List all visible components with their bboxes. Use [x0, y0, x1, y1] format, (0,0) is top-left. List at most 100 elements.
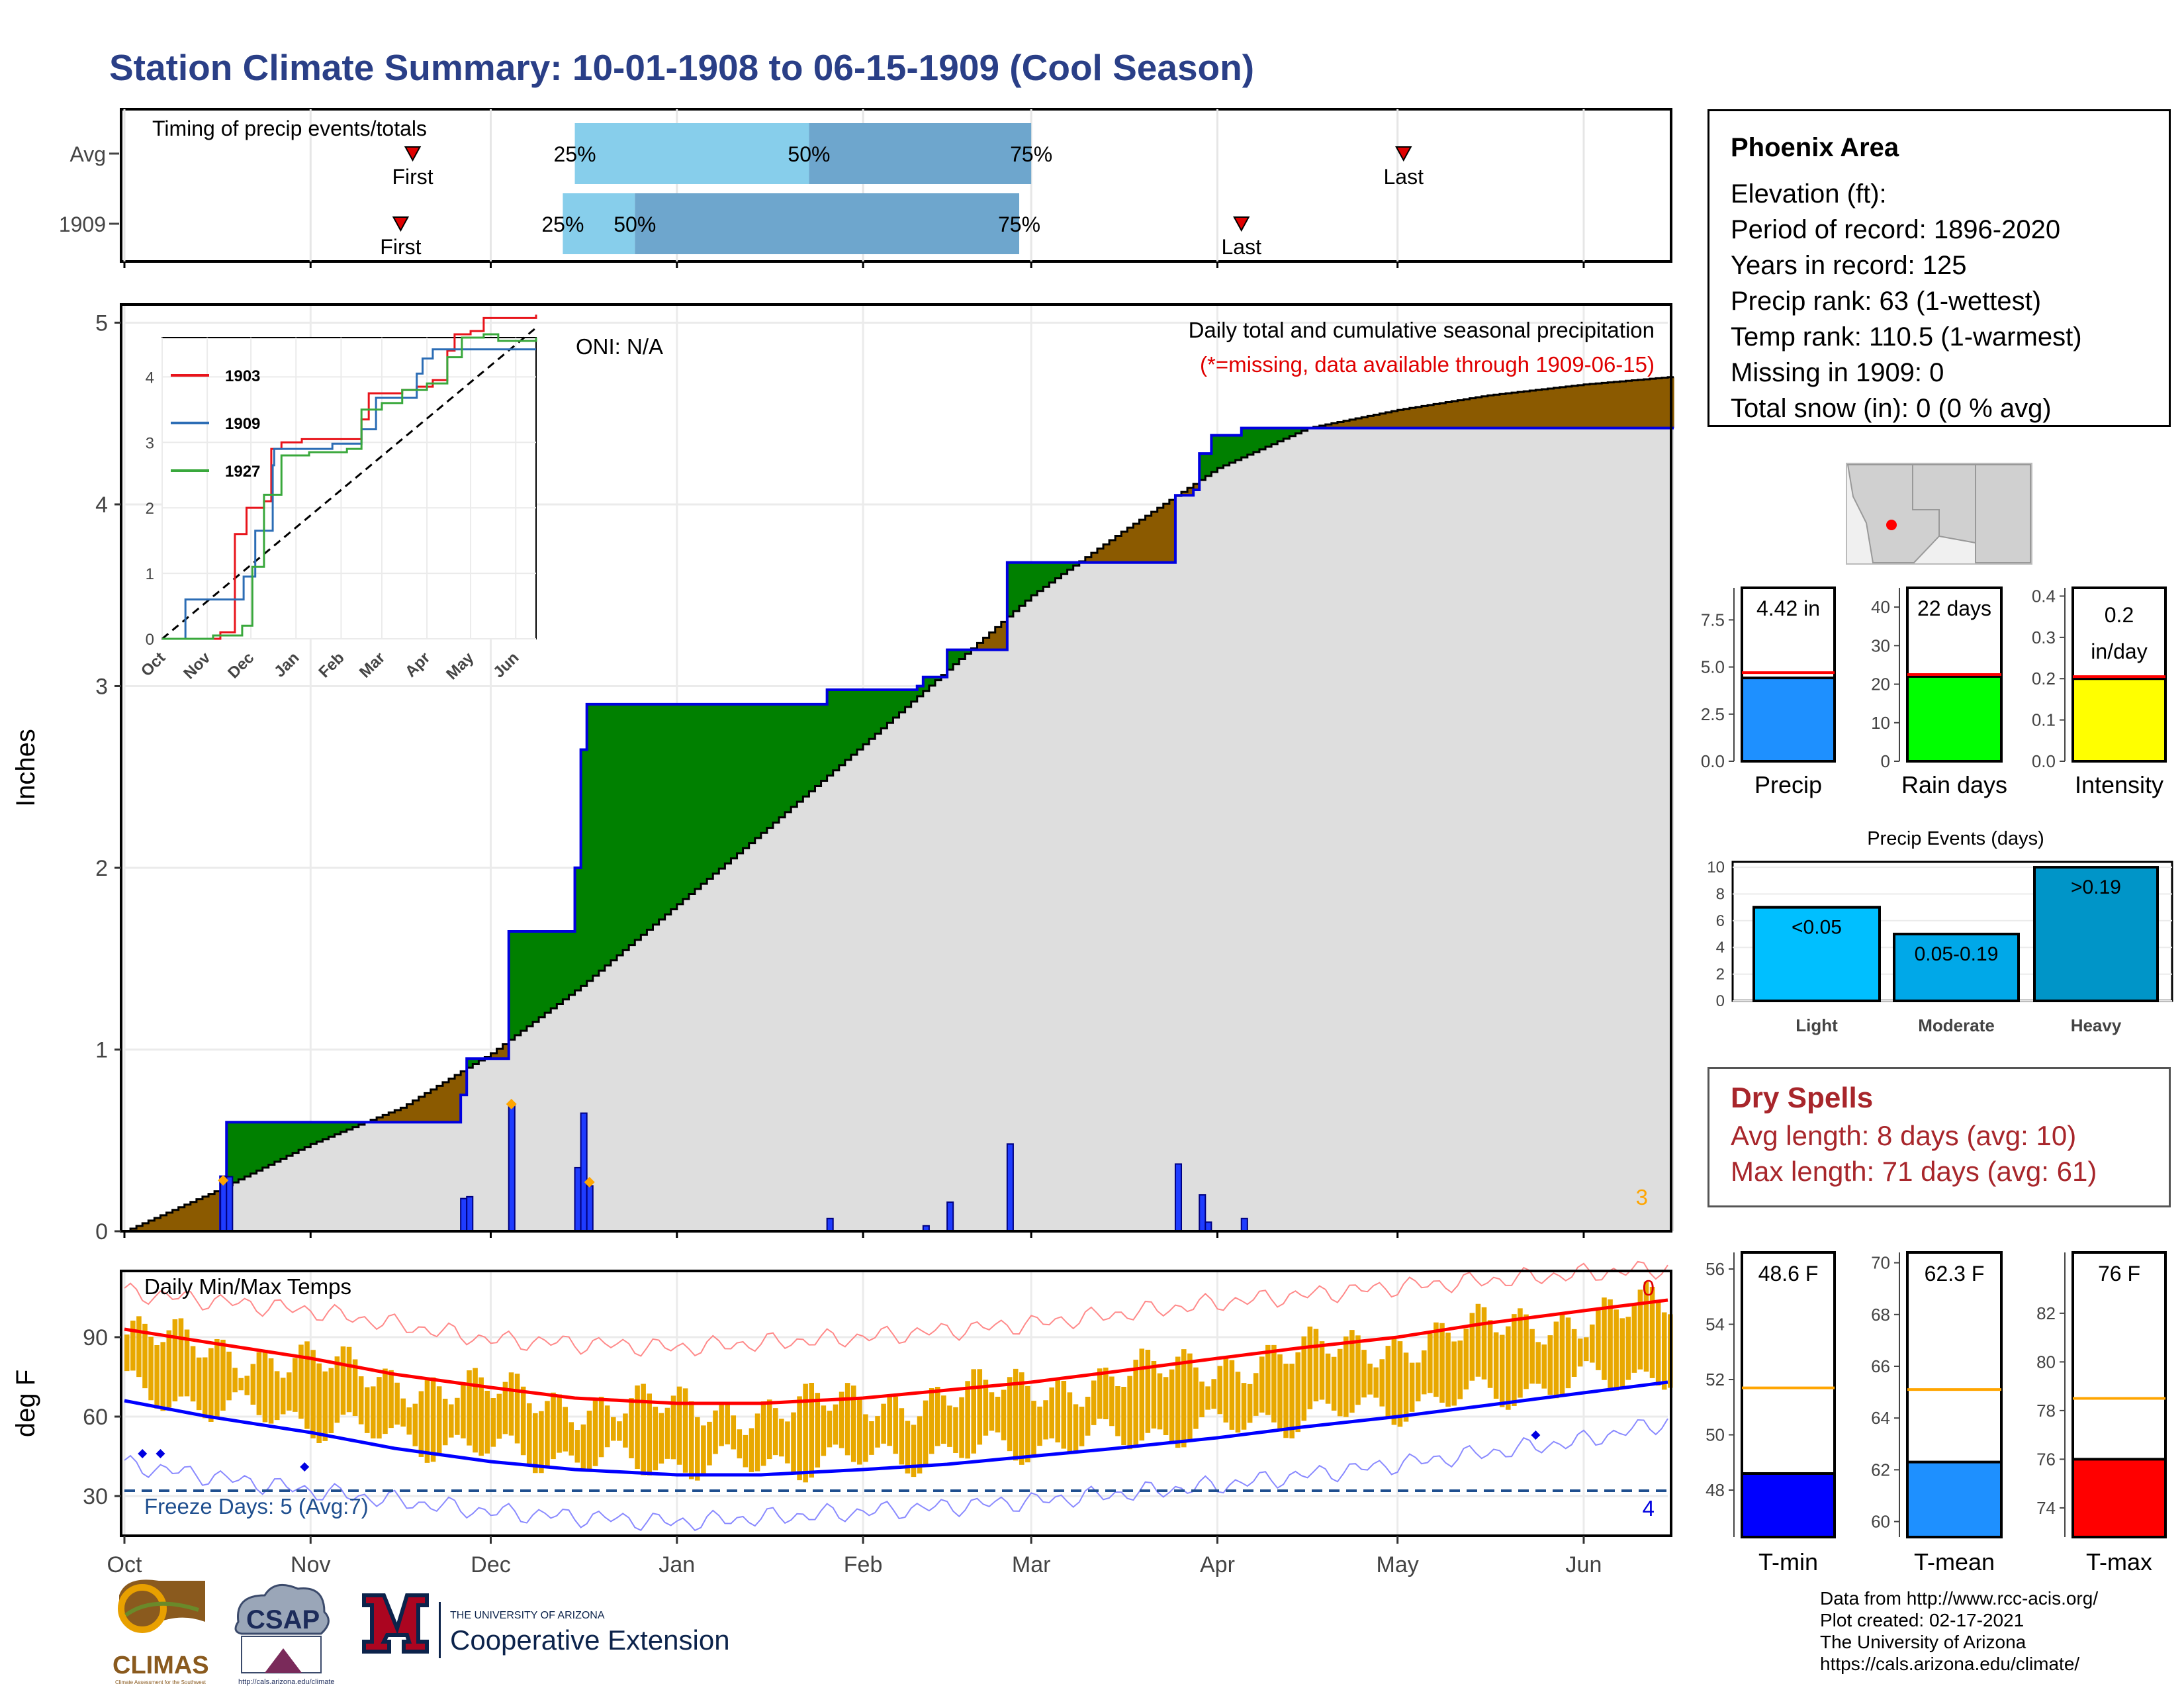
info-snow: Total snow (in): 0 (0 % avg): [1731, 394, 2052, 423]
freeze-days-label: Freeze Days: 5 (Avg:7): [144, 1494, 369, 1519]
timing-marker-label: First: [380, 235, 421, 259]
precip-annotation-missing: (*=missing, data available through 1909-…: [1200, 352, 1655, 377]
precip-events-bar-label: >0.19: [2071, 876, 2121, 898]
credit-plot-created: Plot created: 02-17-2021: [1820, 1610, 2025, 1630]
info-missing: Missing in 1909: 0: [1731, 358, 1944, 387]
timing-marker-last: [1233, 216, 1250, 232]
temp-count-bottom: 4: [1643, 1496, 1655, 1521]
timing-marker-first: [392, 216, 410, 232]
credits-block: Data from http://www.rcc-acis.org/ Plot …: [1820, 1587, 2098, 1675]
precip-annotation-title: Daily total and cumulative seasonal prec…: [1189, 318, 1655, 342]
precip-events-ytick-label: 4: [1716, 939, 1725, 957]
timing-marker-label: Last: [1222, 235, 1262, 259]
inset-ytick-label: 2: [146, 500, 154, 518]
map-state-texas: [1975, 464, 2031, 563]
precip-events-ytick-label: 2: [1716, 966, 1725, 984]
temp-y-axis-label: deg F: [11, 1370, 40, 1437]
tmean-panel-label: T-mean: [1914, 1548, 1995, 1575]
record-low-marker: [300, 1462, 310, 1472]
raindays-panel-ytick-label: 30: [1871, 635, 1890, 655]
intensity-panel-ytick-label: 0.4: [2032, 586, 2056, 606]
tmean-panel-ytick-label: 64: [1871, 1408, 1890, 1428]
credit-url: https://cals.arizona.edu/climate/: [1820, 1654, 2080, 1674]
tmin-panel-value-label: 48.6 F: [1758, 1262, 1819, 1286]
timing-bar-25-50: [574, 123, 809, 184]
tmin-panel-value-bar: [1741, 1472, 1836, 1538]
credit-university: The University of Arizona: [1820, 1632, 2026, 1652]
temp-ytick-label: 30: [83, 1484, 108, 1509]
precip-events-category: Light: [1796, 1015, 1838, 1035]
tmax-panel-ytick-label: 78: [2036, 1401, 2056, 1421]
month-tick-label: Jan: [659, 1552, 695, 1577]
average-min-line: [124, 1380, 1668, 1477]
temp-ytick-label: 90: [83, 1325, 108, 1350]
climas-logo-text: CLIMAS: [113, 1652, 209, 1679]
tmean-panel-ytick-label: 60: [1871, 1512, 1890, 1532]
precip-events-ytick-label: 6: [1716, 912, 1725, 930]
precip-events-ytick-label: 8: [1716, 885, 1725, 903]
month-tick-label: Jun: [1566, 1552, 1602, 1577]
csap-logo-text: CSAP: [246, 1605, 320, 1634]
info-period: Period of record: 1896-2020: [1731, 215, 2061, 244]
tmin-panel-ytick-label: 52: [1706, 1370, 1725, 1389]
precip-ytick-label: 4: [95, 492, 108, 518]
inset-frame: [161, 337, 537, 639]
climas-logo: CLIMAS Climate Assessment for the Southw…: [113, 1579, 209, 1685]
timing-pct-25: 25%: [554, 142, 596, 166]
intensity-panel-value-label: 0.2: [2105, 603, 2134, 627]
dry-spells-max: Max length: 71 days (avg: 61): [1731, 1156, 2097, 1187]
csap-logo-url: http://cals.arizona.edu/climate: [238, 1678, 335, 1686]
timing-pct-25: 25%: [541, 212, 584, 236]
timing-marker-first: [404, 146, 422, 162]
csap-logo: CSAP http://cals.arizona.edu/climate: [234, 1583, 335, 1686]
ua-logo-bottom: Cooperative Extension: [450, 1624, 730, 1656]
timing-pct-75: 75%: [1010, 142, 1052, 166]
temp-count-top: 0: [1643, 1276, 1655, 1300]
missing-data-marker: [584, 1176, 595, 1188]
intensity-panel-ytick-label: 0.3: [2032, 628, 2056, 647]
precip-events-ytick-label: 0: [1716, 992, 1725, 1010]
average-max-line: [124, 1298, 1668, 1405]
record-low-marker: [1531, 1430, 1541, 1440]
raindays-panel-ytick-label: 10: [1871, 713, 1890, 733]
average-cumulative-line: [124, 376, 1674, 1233]
intensity-panel-ytick-label: 0.1: [2032, 710, 2056, 730]
above-average-area: [220, 428, 1308, 1189]
inset-legend-label: 1927: [225, 463, 260, 481]
timing-row-label: Avg: [69, 142, 106, 166]
intensity-panel-label: Intensity: [2075, 771, 2163, 798]
raindays-panel-ytick-label: 20: [1871, 675, 1890, 694]
precip-ytick-label: 5: [95, 310, 108, 336]
inset-series-line: [162, 333, 537, 640]
tmean-panel-value-label: 62.3 F: [1925, 1262, 1985, 1286]
precip-panel-ytick-label: 2.5: [1701, 704, 1725, 724]
daily-temp-range-bars: [124, 1282, 1673, 1483]
precip-panel-value-label: 4.42 in: [1756, 596, 1820, 620]
tmax-panel-label: T-max: [2086, 1548, 2152, 1575]
timing-marker-label: Last: [1384, 165, 1424, 189]
precip-events-ytick-label: 10: [1707, 859, 1725, 876]
timing-row-label: 1909: [59, 212, 106, 236]
raindays-panel-label: Rain days: [1901, 771, 2007, 798]
station-name: Phoenix Area: [1731, 133, 1899, 162]
info-temp-rank: Temp rank: 110.5 (1-warmest): [1731, 322, 2082, 352]
timing-marker-label: First: [392, 165, 433, 189]
precip-frame: [120, 303, 1672, 1233]
inset-legend-label: 1909: [225, 415, 260, 433]
climas-logo-subtext: Climate Assessment for the Southwest: [115, 1679, 206, 1685]
timing-pct-50: 50%: [788, 142, 830, 166]
month-tick-label: Apr: [1200, 1552, 1235, 1577]
tmax-panel-ytick-label: 82: [2036, 1303, 2056, 1323]
month-tick-label: Dec: [471, 1552, 510, 1577]
intensity-panel-value-unit: in/day: [2091, 639, 2147, 663]
month-tick-label: Nov: [291, 1552, 330, 1577]
timing-title: Timing of precip events/totals: [152, 117, 427, 140]
intensity-panel-value-bar: [2071, 677, 2167, 763]
inset-ytick-label: 3: [146, 434, 154, 452]
page-title: Station Climate Summary: 10-01-1908 to 0…: [109, 47, 1255, 88]
tmean-panel-ytick-label: 62: [1871, 1460, 1890, 1479]
inset-ytick-label: 1: [146, 565, 154, 583]
tmin-panel-ytick-label: 56: [1706, 1259, 1725, 1279]
